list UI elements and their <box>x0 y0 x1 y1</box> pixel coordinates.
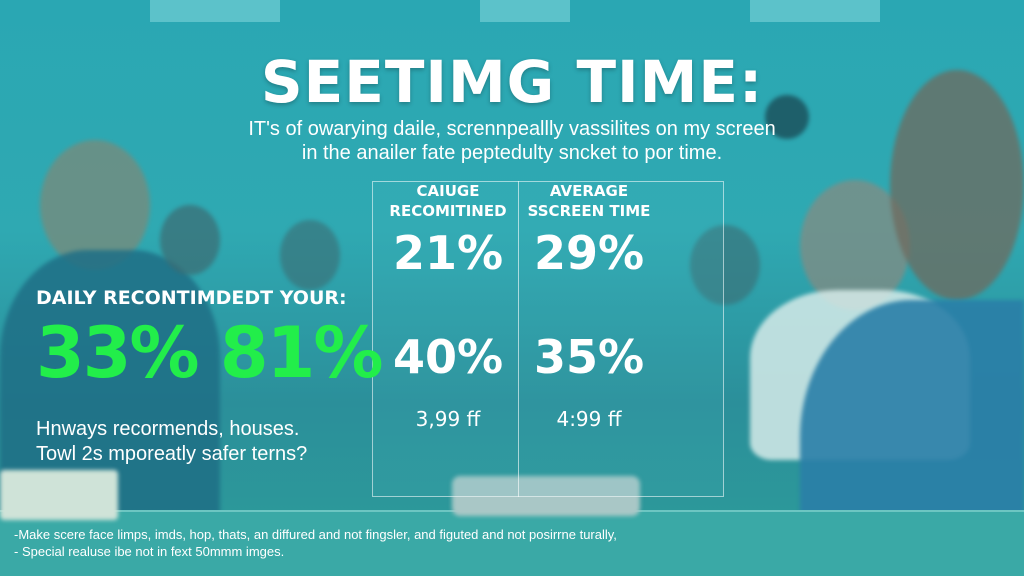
page-title: SEETIMG TIME: <box>260 48 764 116</box>
ceiling-light <box>150 0 280 22</box>
wall-clock <box>765 95 809 139</box>
student-figure <box>280 220 340 290</box>
student-figure <box>890 70 1024 300</box>
books <box>0 470 118 520</box>
student-figure <box>160 205 220 275</box>
question-text: Hnways recormends, houses. Towl 2s mpore… <box>36 417 307 467</box>
ceiling-light <box>750 0 880 22</box>
subtitle-line: IT's of owarying daile, scrennpeallly va… <box>248 118 776 140</box>
footnotes: -Make scere face limps, imds, hop, thats… <box>14 526 617 560</box>
left-heading: DAILY RECONTIMDEDT YOUR: <box>36 287 347 309</box>
column-heading: AVERAGE SSCREEN TIME <box>514 181 664 221</box>
stat-note: 4:99 ff <box>556 407 622 431</box>
heading-line: AVERAGE <box>549 182 629 200</box>
stat-note: 3,99 ff <box>415 407 481 431</box>
highlight-stats: 33% 81% <box>36 312 383 394</box>
student-figure <box>40 140 150 270</box>
subtitle: IT's of owarying daile, scrennpeallly va… <box>0 117 1024 165</box>
subtitle-line: in the anailer fate peptedulty sncket to… <box>301 142 723 164</box>
desk <box>0 510 1024 576</box>
heading-line: CAIUGE <box>416 182 480 200</box>
stats-panel <box>372 181 724 497</box>
ceiling-light <box>480 0 570 22</box>
stat-value: 35% <box>533 330 645 384</box>
column-heading: CAIUGE RECOMITINED <box>373 181 523 221</box>
question-line: Towl 2s mporeatly safer terns? <box>36 443 308 465</box>
panel-divider <box>518 181 519 497</box>
heading-line: SSCREEN TIME <box>527 202 651 220</box>
stat-value: 21% <box>392 226 504 280</box>
stat-value: 40% <box>392 330 504 384</box>
heading-line: RECOMITINED <box>389 202 507 220</box>
question-line: Hnways recormends, houses. <box>36 418 300 440</box>
footnote: -Make scere face limps, imds, hop, thats… <box>14 527 617 542</box>
footnote: - Special realuse ibe not in fext 50mmm … <box>14 544 285 559</box>
student-figure <box>690 225 760 305</box>
stat-value: 29% <box>533 226 645 280</box>
